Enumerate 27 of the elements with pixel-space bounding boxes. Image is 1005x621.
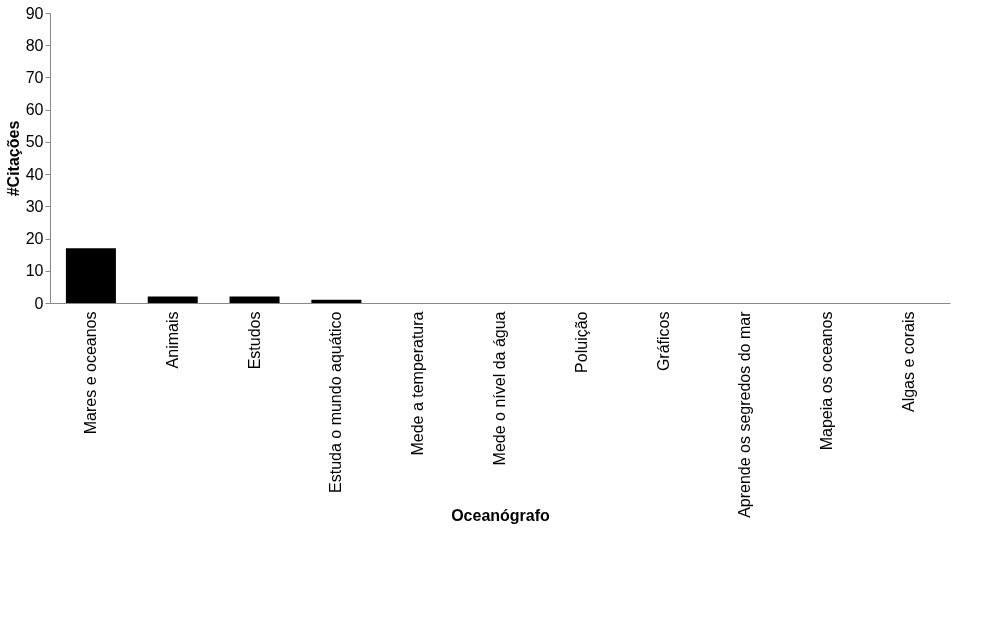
y-tick-label: 40 — [25, 165, 44, 183]
x-tick-label: Poluição — [572, 311, 590, 373]
y-tick-label: 30 — [25, 197, 44, 215]
bar — [147, 296, 198, 303]
bar — [65, 248, 116, 303]
x-tick-label: Mares e oceanos — [81, 311, 99, 435]
x-tick-label: Gráficos — [654, 311, 672, 372]
x-tick-label: Aprende os segredos do mar — [736, 310, 754, 518]
y-tick-label: 80 — [25, 36, 44, 54]
y-tick-label: 0 — [34, 294, 44, 312]
y-tick-label: 60 — [25, 101, 44, 119]
x-tick-label: Mede o nível da água — [491, 311, 508, 466]
x-tick-label: Estuda o mundo aquático — [327, 311, 345, 493]
y-axis-title: #Citações — [4, 120, 22, 197]
x-tick-label: Mapeia os oceanos — [818, 311, 836, 451]
y-tick-label: 20 — [25, 230, 44, 248]
x-tick-label: Algas e corais — [900, 311, 918, 412]
x-tick-label: Animais — [163, 311, 181, 369]
bar — [311, 299, 362, 303]
bar — [229, 296, 280, 303]
x-tick-label: Estudos — [245, 311, 263, 370]
x-tick-label: Mede a temperatura — [409, 311, 427, 456]
x-axis-title: Oceanógrafo — [451, 506, 551, 524]
y-tick-label: 90 — [25, 4, 44, 22]
y-tick-label: 10 — [25, 262, 44, 280]
y-tick-label: 70 — [25, 68, 44, 86]
y-tick-label: 50 — [25, 133, 44, 151]
